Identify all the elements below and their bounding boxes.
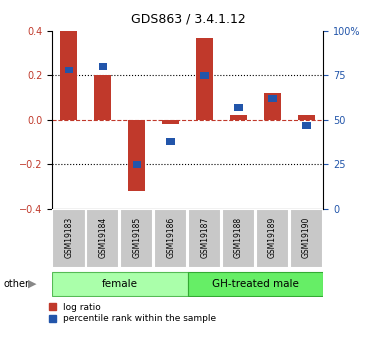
Bar [94,76,111,120]
Text: GSM19185: GSM19185 [132,217,141,258]
Bar [230,116,247,120]
FancyBboxPatch shape [52,209,85,268]
FancyBboxPatch shape [188,272,323,296]
Bar [132,161,141,168]
Bar [60,31,77,120]
Text: GDS863 / 3.4.1.12: GDS863 / 3.4.1.12 [131,12,246,25]
Bar [298,116,315,120]
FancyBboxPatch shape [222,209,255,268]
Bar [196,38,213,120]
Text: GSM19190: GSM19190 [302,217,311,258]
FancyBboxPatch shape [86,209,119,268]
Bar [264,93,281,120]
Text: GSM19188: GSM19188 [234,217,243,258]
FancyBboxPatch shape [154,209,187,268]
Bar [201,72,209,79]
Legend: log ratio, percentile rank within the sample: log ratio, percentile rank within the sa… [49,303,216,323]
Bar [302,122,311,129]
FancyBboxPatch shape [188,209,221,268]
Text: GH-treated male: GH-treated male [212,279,299,289]
Text: other: other [4,279,30,289]
Text: GSM19189: GSM19189 [268,217,277,258]
FancyBboxPatch shape [52,272,187,296]
Text: GSM19186: GSM19186 [166,217,175,258]
Bar [268,95,277,102]
Text: GSM19183: GSM19183 [64,217,74,258]
Bar [99,63,107,70]
FancyBboxPatch shape [256,209,289,268]
Text: GSM19187: GSM19187 [200,217,209,258]
Bar [65,67,73,73]
Bar [128,120,145,191]
Bar [234,104,243,111]
FancyBboxPatch shape [120,209,153,268]
Text: female: female [102,279,138,289]
Bar [162,120,179,124]
Text: GSM19184: GSM19184 [98,217,107,258]
FancyBboxPatch shape [290,209,323,268]
Bar [166,138,175,145]
Text: ▶: ▶ [28,279,37,289]
